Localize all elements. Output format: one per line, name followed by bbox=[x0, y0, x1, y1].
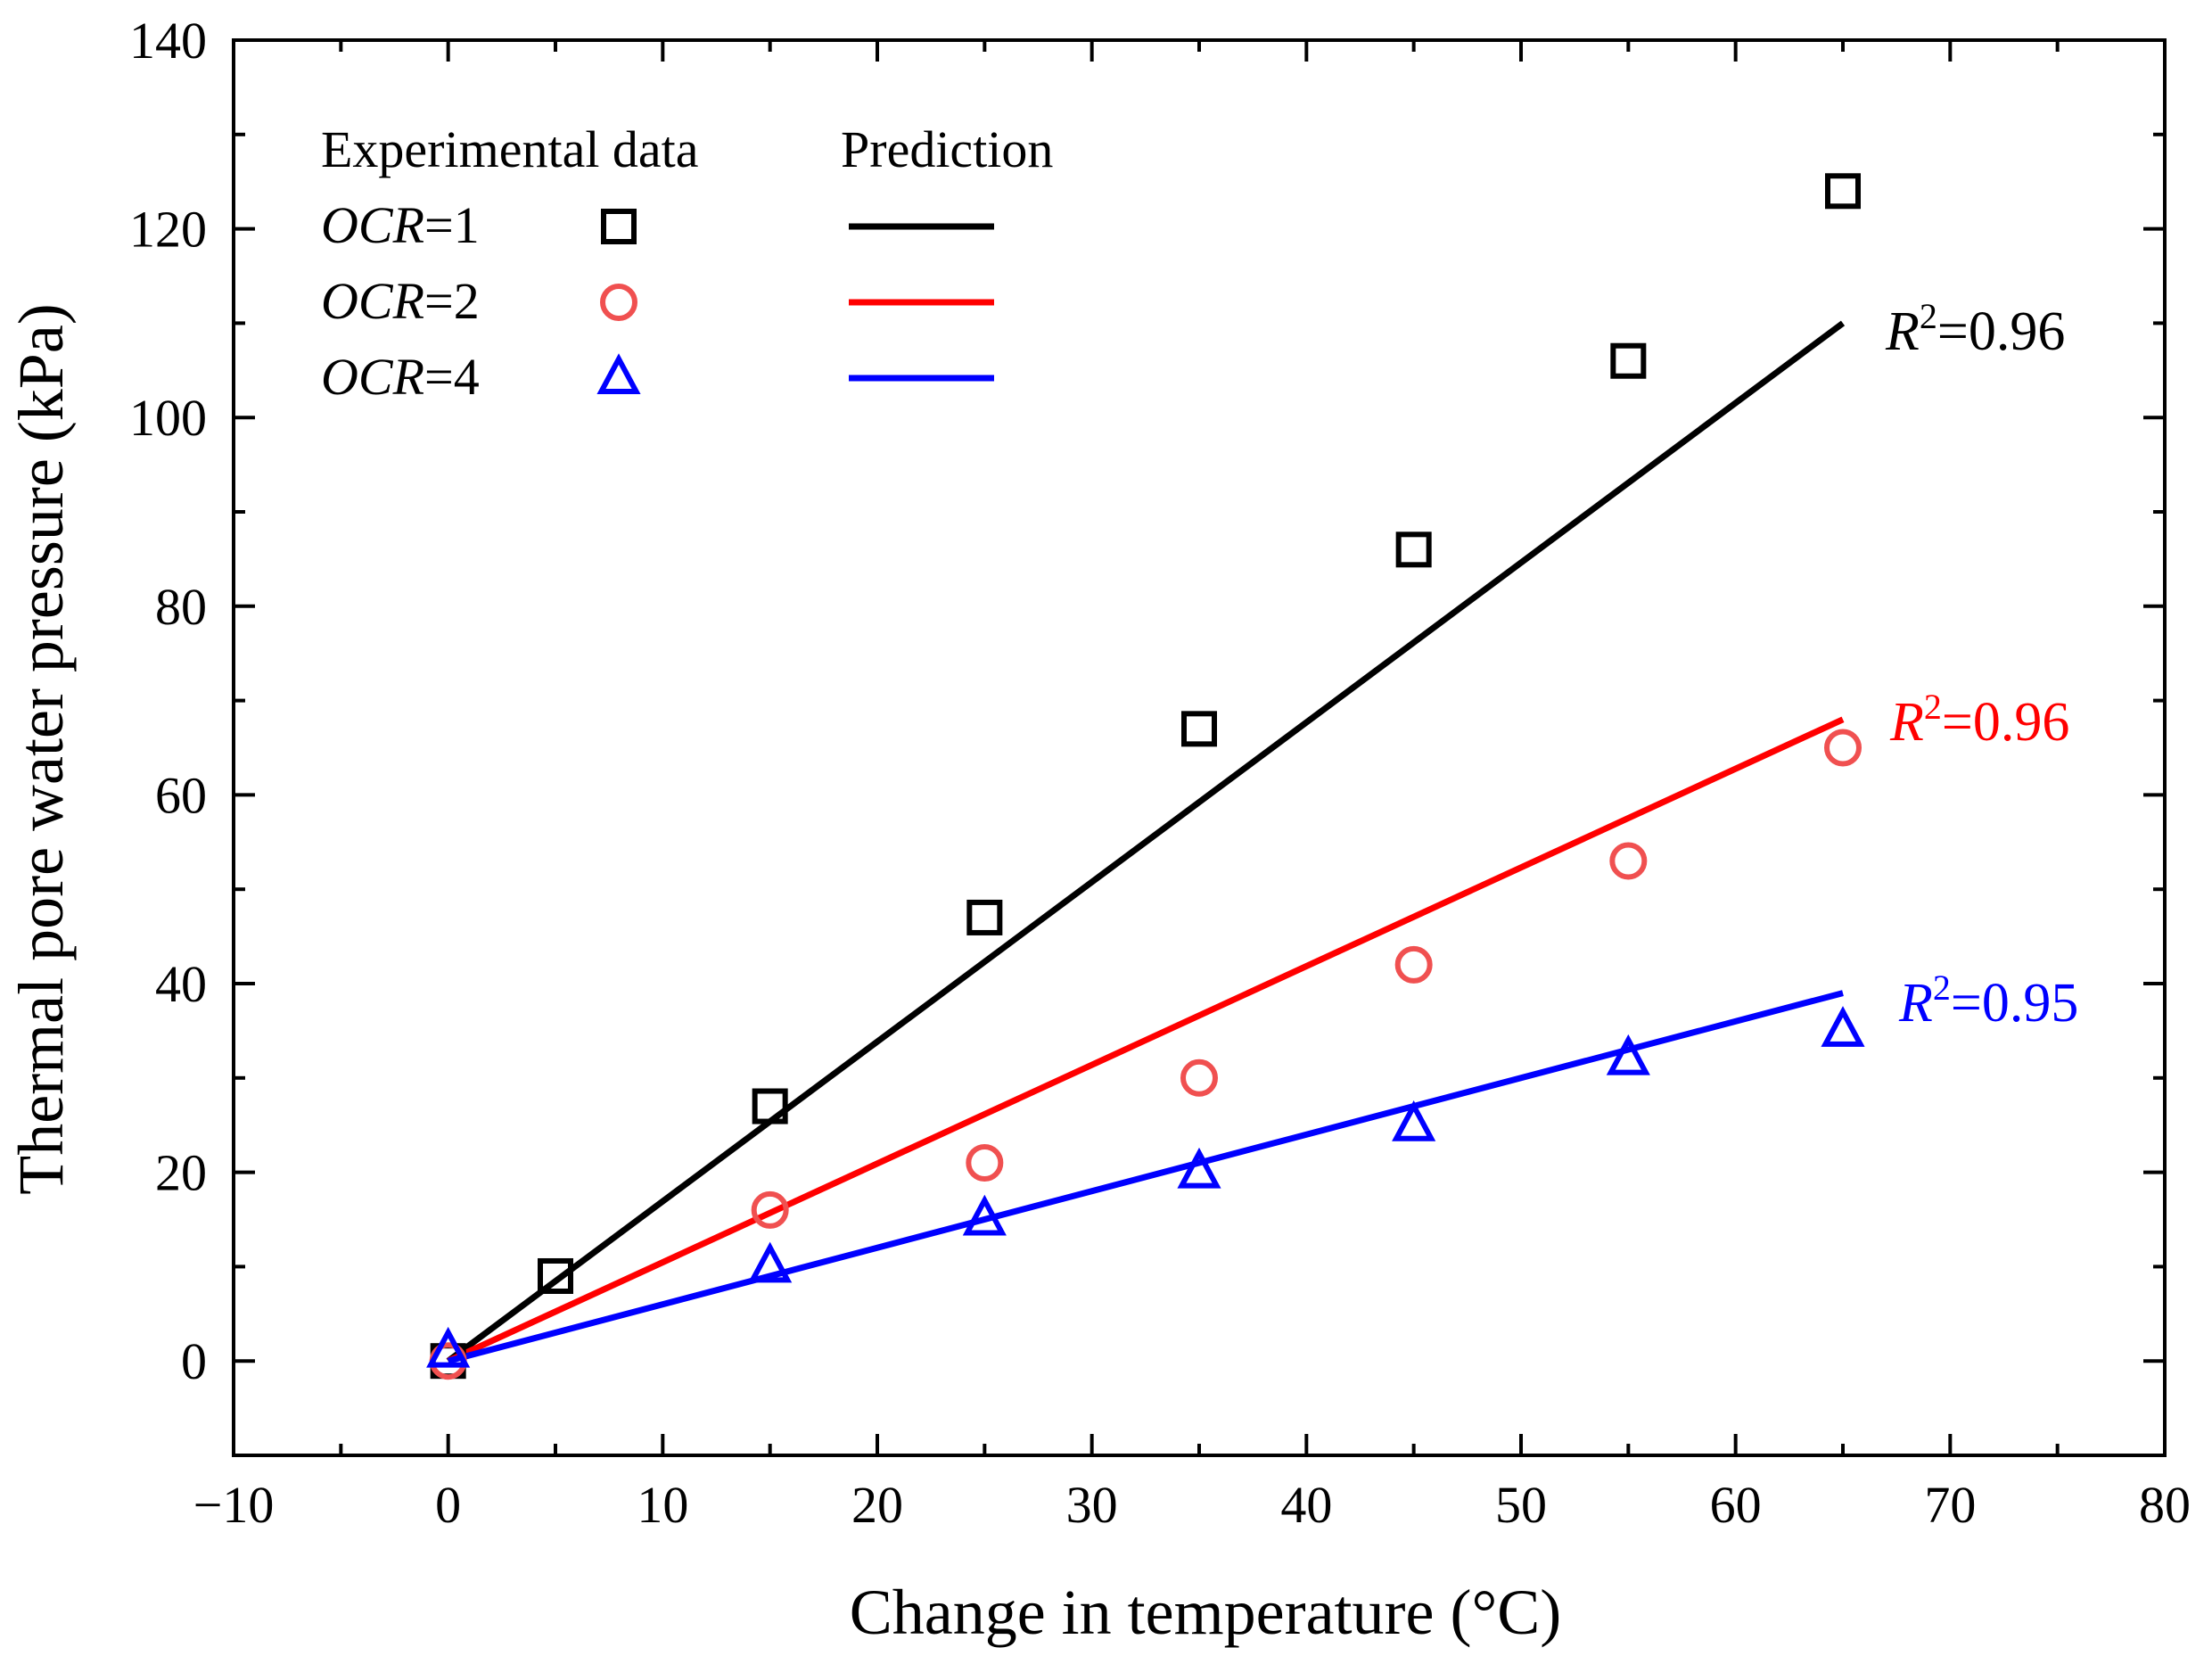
prediction-lines bbox=[446, 320, 1846, 1364]
plot-frame bbox=[232, 38, 2167, 1457]
ticks: −10 0 10 20 30 40 50 60 70 80 0 20 40 60 80 100 120 140 bbox=[129, 12, 2191, 1534]
prediction-line-ocr-4 bbox=[447, 990, 1844, 1364]
x-tick-label: 30 bbox=[1066, 1476, 1118, 1534]
x-tick-label: 70 bbox=[1924, 1476, 1976, 1534]
y-axis-title: Thermal pore water pressure (kPa) bbox=[5, 303, 77, 1195]
circle-point bbox=[751, 1190, 789, 1229]
triangle-point bbox=[1606, 1034, 1650, 1075]
triangle-point bbox=[426, 1326, 471, 1368]
square-point bbox=[1610, 342, 1647, 379]
y-tick-label: 140 bbox=[129, 12, 207, 70]
x-tick-label: 60 bbox=[1710, 1476, 1762, 1534]
prediction-line-ocr-1 bbox=[446, 320, 1846, 1364]
legend-marker-square bbox=[601, 209, 637, 244]
y-tick-label: 100 bbox=[129, 389, 207, 447]
circle-point bbox=[1824, 729, 1862, 767]
circle-point bbox=[1609, 842, 1648, 880]
x-tick-label: 10 bbox=[637, 1476, 688, 1534]
r2-annotations: R2=0.96 R2=0.96 R2=0.95 bbox=[1885, 296, 2078, 1034]
x-tick-label: 40 bbox=[1280, 1476, 1332, 1534]
legend-label-ocr-4: OCR=4 bbox=[321, 348, 480, 406]
legend-label-ocr-1: OCR=1 bbox=[321, 196, 480, 254]
x-axis-title: Change in temperature (°C) bbox=[850, 1577, 1562, 1648]
circle-point bbox=[1180, 1059, 1218, 1097]
y-tick-label: 40 bbox=[155, 955, 207, 1013]
y-tick-label: 80 bbox=[155, 578, 207, 636]
triangle-point bbox=[1392, 1100, 1436, 1141]
circle-point bbox=[966, 1144, 1004, 1182]
r2-label-ocr-4: R2=0.95 bbox=[1898, 968, 2078, 1034]
r2-label-ocr-2: R2=0.96 bbox=[1889, 687, 2069, 753]
circle-point bbox=[1394, 945, 1433, 984]
triangle-point bbox=[962, 1194, 1007, 1236]
x-tick-label: 50 bbox=[1495, 1476, 1547, 1534]
triangle-point bbox=[1821, 1006, 1865, 1047]
triangle-point bbox=[1177, 1147, 1221, 1189]
x-tick-label: −10 bbox=[193, 1476, 275, 1534]
legend-header-experimental: Experimental data bbox=[321, 120, 699, 178]
legend-label-ocr-2: OCR=2 bbox=[321, 272, 480, 330]
r2-label-ocr-1: R2=0.96 bbox=[1885, 296, 2065, 362]
data-markers bbox=[426, 173, 1865, 1380]
square-point bbox=[1825, 173, 1861, 210]
legend-marker-circle bbox=[600, 284, 637, 321]
x-tick-label: 20 bbox=[851, 1476, 903, 1534]
square-point bbox=[1181, 711, 1217, 747]
prediction-line-ocr-2 bbox=[447, 716, 1845, 1364]
legend-marker-triangle bbox=[596, 353, 641, 394]
y-tick-label: 0 bbox=[181, 1332, 207, 1390]
square-point bbox=[538, 1257, 573, 1294]
y-tick-label: 120 bbox=[129, 201, 207, 259]
square-point bbox=[752, 1088, 788, 1124]
legend-header-prediction: Prediction bbox=[841, 120, 1053, 178]
legend: Experimental data Prediction OCR=1 OCR=2 OCR… bbox=[321, 120, 1053, 406]
x-tick-label: 0 bbox=[435, 1476, 461, 1534]
square-point bbox=[966, 899, 1003, 935]
x-tick-label: 80 bbox=[2139, 1476, 2191, 1534]
y-tick-label: 60 bbox=[155, 766, 207, 824]
y-tick-label: 20 bbox=[155, 1144, 207, 1202]
square-point bbox=[1395, 531, 1432, 568]
triangle-point bbox=[748, 1241, 793, 1283]
axes bbox=[232, 38, 2167, 1457]
